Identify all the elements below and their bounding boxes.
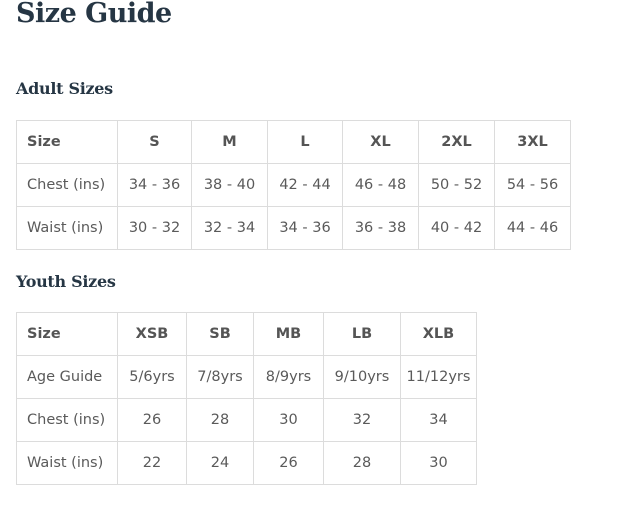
header-cell: XL xyxy=(342,120,419,164)
table-row: Chest (ins) 26 28 30 32 34 xyxy=(16,398,477,442)
cell: 36 - 38 xyxy=(342,206,419,250)
cell: 9/10yrs xyxy=(323,355,401,399)
header-cell: 2XL xyxy=(418,120,495,164)
cell: 34 - 36 xyxy=(267,206,343,250)
header-cell: M xyxy=(191,120,268,164)
cell: 26 xyxy=(117,398,187,442)
row-label: Chest (ins) xyxy=(16,163,118,207)
header-cell: S xyxy=(117,120,192,164)
table-header-row: Size XSB SB MB LB XLB xyxy=(16,312,477,356)
cell: 32 - 34 xyxy=(191,206,268,250)
header-cell: XLB xyxy=(400,312,477,356)
cell: 28 xyxy=(323,441,401,485)
cell: 46 - 48 xyxy=(342,163,419,207)
table-row: Waist (ins) 30 - 32 32 - 34 34 - 36 36 -… xyxy=(16,206,571,250)
cell: 44 - 46 xyxy=(494,206,571,250)
cell: 54 - 56 xyxy=(494,163,571,207)
row-label: Age Guide xyxy=(16,355,118,399)
cell: 5/6yrs xyxy=(117,355,187,399)
youth-sizes-heading: Youth Sizes xyxy=(16,272,116,291)
adult-sizes-heading: Adult Sizes xyxy=(16,79,113,98)
row-label: Waist (ins) xyxy=(16,206,118,250)
header-cell: XSB xyxy=(117,312,187,356)
cell: 50 - 52 xyxy=(418,163,495,207)
cell: 11/12yrs xyxy=(400,355,477,399)
cell: 30 xyxy=(400,441,477,485)
cell: 28 xyxy=(186,398,254,442)
cell: 32 xyxy=(323,398,401,442)
cell: 40 - 42 xyxy=(418,206,495,250)
cell: 34 - 36 xyxy=(117,163,192,207)
page-title: Size Guide xyxy=(16,0,172,29)
header-cell: Size xyxy=(16,312,118,356)
cell: 42 - 44 xyxy=(267,163,343,207)
header-cell: LB xyxy=(323,312,401,356)
header-cell: L xyxy=(267,120,343,164)
adult-size-table: Size S M L XL 2XL 3XL Chest (ins) 34 - 3… xyxy=(16,120,571,250)
youth-size-table: Size XSB SB MB LB XLB Age Guide 5/6yrs 7… xyxy=(16,312,477,485)
header-cell: MB xyxy=(253,312,324,356)
cell: 7/8yrs xyxy=(186,355,254,399)
cell: 30 - 32 xyxy=(117,206,192,250)
cell: 26 xyxy=(253,441,324,485)
cell: 38 - 40 xyxy=(191,163,268,207)
row-label: Chest (ins) xyxy=(16,398,118,442)
table-row: Waist (ins) 22 24 26 28 30 xyxy=(16,441,477,485)
header-cell: Size xyxy=(16,120,118,164)
cell: 34 xyxy=(400,398,477,442)
cell: 24 xyxy=(186,441,254,485)
table-row: Chest (ins) 34 - 36 38 - 40 42 - 44 46 -… xyxy=(16,163,571,207)
cell: 8/9yrs xyxy=(253,355,324,399)
header-cell: SB xyxy=(186,312,254,356)
cell: 30 xyxy=(253,398,324,442)
table-row: Age Guide 5/6yrs 7/8yrs 8/9yrs 9/10yrs 1… xyxy=(16,355,477,399)
table-header-row: Size S M L XL 2XL 3XL xyxy=(16,120,571,164)
cell: 22 xyxy=(117,441,187,485)
row-label: Waist (ins) xyxy=(16,441,118,485)
header-cell: 3XL xyxy=(494,120,571,164)
